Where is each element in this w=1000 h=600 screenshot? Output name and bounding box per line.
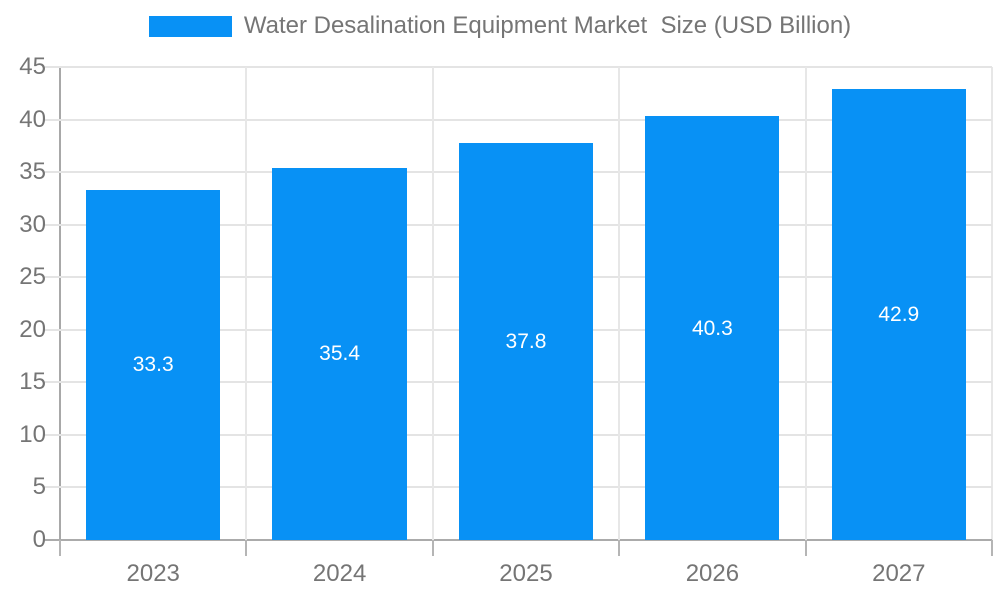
y-tick-mark xyxy=(45,223,60,226)
x-tick-mark xyxy=(804,540,807,556)
gridline-y-40 xyxy=(60,118,992,121)
y-tick-label-35: 35 xyxy=(19,158,46,186)
bar-slot-2027: 42.9 xyxy=(806,67,992,540)
y-tick-label-10: 10 xyxy=(19,420,46,448)
y-axis-labels: 0 5 10 15 20 25 30 35 40 45 xyxy=(0,55,60,552)
bar-2025: 37.8 xyxy=(458,142,594,540)
bar-value-label-2026: 40.3 xyxy=(691,316,733,340)
gridline-y-45 xyxy=(60,66,992,68)
x-tick-label-2023: 2023 xyxy=(126,560,180,587)
y-tick-label-40: 40 xyxy=(19,105,46,133)
x-tick-label-2026: 2026 xyxy=(685,560,740,587)
gridline-x-boundary xyxy=(431,67,434,540)
gridline-x-boundary xyxy=(804,67,807,540)
y-tick-label-25: 25 xyxy=(19,263,46,291)
bar-2026: 40.3 xyxy=(645,116,780,540)
x-tick-mark xyxy=(59,540,61,556)
x-tick-mark xyxy=(431,540,434,556)
y-tick-label-15: 15 xyxy=(19,368,46,396)
bar-slot-2025: 37.8 xyxy=(433,67,619,540)
x-axis-line xyxy=(60,539,992,541)
y-tick-label-45: 45 xyxy=(19,53,46,80)
x-tick-mark xyxy=(618,540,621,556)
bar-2027: 42.9 xyxy=(831,89,966,540)
x-tick-label-2025: 2025 xyxy=(499,560,553,587)
gridline-x-boundary xyxy=(245,67,248,540)
bar-slot-2026: 40.3 xyxy=(619,67,805,540)
y-tick-mark xyxy=(45,539,60,541)
y-tick-mark xyxy=(45,486,60,489)
y-axis-line xyxy=(59,67,61,556)
plot-right-border xyxy=(991,67,993,555)
y-tick-mark xyxy=(45,381,60,384)
bar-slot-2023: 33.3 xyxy=(60,67,246,540)
x-tick-mark xyxy=(245,540,248,556)
gridline-x-boundary xyxy=(618,67,621,540)
x-tick-label-2027: 2027 xyxy=(872,560,926,587)
y-tick-mark xyxy=(45,276,60,279)
y-tick-mark xyxy=(45,66,60,68)
plot-area: 33.3 35.4 37.8 40.3 42.9 xyxy=(45,66,993,556)
x-axis-labels: 2023 2024 2025 2026 2027 xyxy=(60,540,992,600)
x-tick-mark xyxy=(991,540,993,556)
bar-2023: 33.3 xyxy=(86,189,221,540)
legend: Water Desalination Equipment Market Size… xyxy=(0,14,1000,38)
y-tick-mark xyxy=(45,118,60,121)
bar-value-label-2025: 37.8 xyxy=(505,329,547,353)
y-tick-label-20: 20 xyxy=(19,315,46,343)
y-tick-mark xyxy=(45,328,60,331)
y-tick-mark xyxy=(45,433,60,436)
y-tick-label-0: 0 xyxy=(32,526,46,553)
bar-2024: 35.4 xyxy=(272,167,407,540)
x-tick-label-2024: 2024 xyxy=(312,560,367,587)
bar-value-label-2023: 33.3 xyxy=(132,353,174,377)
chart-title: Water Desalination Equipment Market Size… xyxy=(243,12,852,39)
y-tick-label-30: 30 xyxy=(19,210,46,238)
bar-value-label-2024: 35.4 xyxy=(319,342,361,366)
bar-value-label-2027: 42.9 xyxy=(878,303,920,327)
y-tick-label-5: 5 xyxy=(32,473,46,501)
bar-slot-2024: 35.4 xyxy=(246,67,432,540)
legend-swatch xyxy=(148,15,232,37)
y-tick-mark xyxy=(45,171,60,174)
